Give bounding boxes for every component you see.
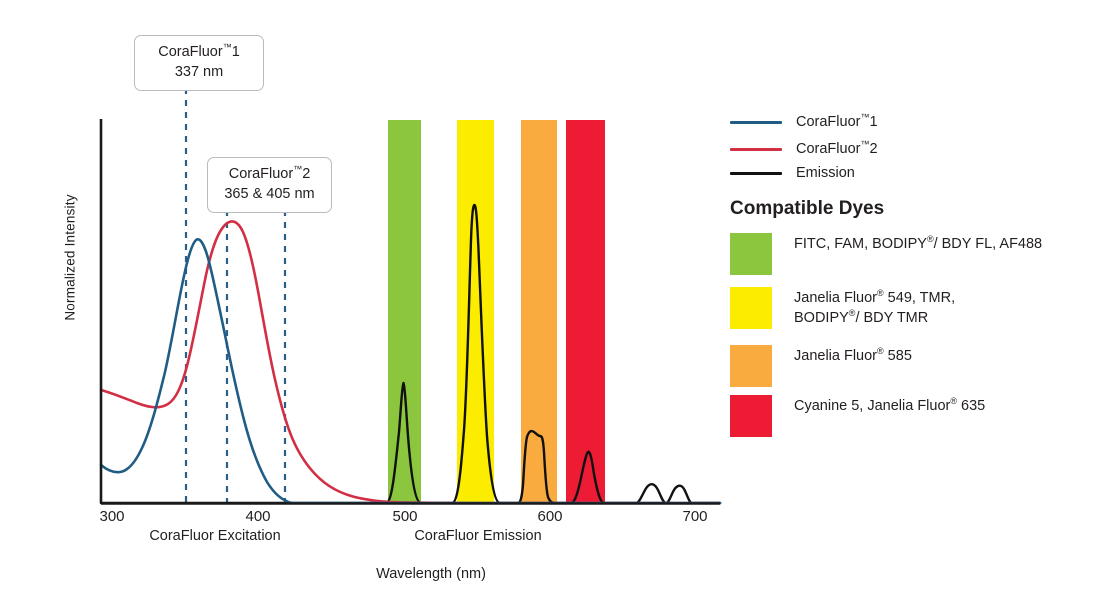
legend-item-coraflour2: CoraFluor™2 <box>730 139 878 157</box>
legend-panel: CoraFluor™1 CoraFluor™2 Emission Compati… <box>730 0 1110 612</box>
callout-coraflour2-line2: 365 & 405 nm <box>224 185 315 202</box>
legend-label-coraflour2-text: CoraFluor <box>796 141 861 157</box>
dye-label-orange-a: Janelia Fluor <box>794 348 878 364</box>
callout-coraflour2-name: CoraFluor <box>228 166 294 182</box>
dye-label-yellow-a: Janelia Fluor <box>794 290 878 306</box>
registered-icon: ® <box>926 234 934 245</box>
registered-icon: ® <box>848 307 856 318</box>
dye-label-green: FITC, FAM, BODIPY®/ BDY FL, AF488 <box>794 233 1042 255</box>
registered-icon: ® <box>877 346 884 357</box>
chart-area: Normalized Intensity 300 400 500 600 700… <box>62 35 722 582</box>
dye-item-yellow: Janelia Fluor® 549, TMR, BODIPY®/ BDY TM… <box>730 287 955 329</box>
dye-label-red-b: 635 <box>957 398 986 414</box>
dye-band-green <box>388 120 421 503</box>
dye-swatch-red <box>730 395 772 437</box>
callout-coraflour2-index: 2 <box>302 166 311 182</box>
x-tick-400: 400 <box>245 508 271 525</box>
dye-label-green-a: FITC, FAM, BODIPY <box>794 236 927 252</box>
dye-label-yellow-b: 549, TMR, <box>883 290 956 306</box>
dye-label-green-b: / BDY FL, AF488 <box>933 236 1043 252</box>
legend-line-icon-coraflour2 <box>730 147 782 151</box>
trademark-icon: ™ <box>293 164 303 175</box>
x-tick-600: 600 <box>537 508 563 525</box>
dye-item-red: Cyanine 5, Janelia Fluor® 635 <box>730 395 985 437</box>
legend-label-coraflour1: CoraFluor™1 <box>796 112 878 130</box>
callout-coraflour1: CoraFluor™1 337 nm <box>134 35 264 92</box>
coraflour2-excitation-curve <box>99 220 722 505</box>
registered-icon: ® <box>877 288 884 299</box>
x-axis-title: Wavelength (nm) <box>376 566 486 582</box>
dye-label-orange: Janelia Fluor® 585 <box>794 345 912 367</box>
trademark-icon: ™ <box>860 139 870 150</box>
legend-item-coraflour1: CoraFluor™1 <box>730 112 878 130</box>
spectra-plot <box>99 88 722 505</box>
x-tick-500: 500 <box>392 508 418 525</box>
dye-label-red-a: Cyanine 5, Janelia Fluor <box>794 398 951 414</box>
callout-coraflour2: CoraFluor™2 365 & 405 nm <box>207 157 332 214</box>
dye-band-red <box>566 120 605 503</box>
emission-range-label: CoraFluor Emission <box>414 528 542 544</box>
trademark-icon: ™ <box>860 112 870 123</box>
dye-label-red: Cyanine 5, Janelia Fluor® 635 <box>794 395 985 417</box>
dye-swatch-orange <box>730 345 772 387</box>
registered-icon: ® <box>950 396 958 407</box>
callout-coraflour1-line1: CoraFluor™1 <box>147 43 251 63</box>
legend-label-emission: Emission <box>796 165 855 181</box>
legend-label-coraflour2: CoraFluor™2 <box>796 139 878 157</box>
trademark-icon: ™ <box>222 42 232 53</box>
dye-swatch-yellow <box>730 287 772 329</box>
x-tick-700: 700 <box>682 508 708 525</box>
legend-label-coraflour1-index: 1 <box>869 114 878 130</box>
callout-coraflour1-line2: 337 nm <box>174 63 224 80</box>
dye-label-yellow-d: / BDY TMR <box>855 309 929 326</box>
callout-coraflour1-index: 1 <box>231 44 240 60</box>
coraflour1-excitation-curve <box>99 238 722 505</box>
callout-coraflour2-line1: CoraFluor™2 <box>220 165 319 185</box>
dye-label-yellow: Janelia Fluor® 549, TMR, BODIPY®/ BDY TM… <box>794 287 955 328</box>
y-axis-label: Normalized Intensity <box>62 194 78 321</box>
legend-line-icon-emission <box>730 171 782 175</box>
x-tick-300: 300 <box>99 508 125 525</box>
dye-label-yellow-c: BODIPY <box>794 309 849 326</box>
marker-line-group <box>184 88 287 503</box>
excitation-range-label: CoraFluor Excitation <box>149 528 281 544</box>
legend-line-icon-coraflour1 <box>730 120 782 124</box>
legend-label-coraflour1-text: CoraFluor <box>796 114 861 130</box>
dye-item-orange: Janelia Fluor® 585 <box>730 345 912 387</box>
emission-curve <box>99 203 722 505</box>
dye-band-group <box>388 120 605 503</box>
dye-swatch-green <box>730 233 772 275</box>
dye-item-green: FITC, FAM, BODIPY®/ BDY FL, AF488 <box>730 233 1042 275</box>
compatible-dyes-heading: Compatible Dyes <box>730 198 885 219</box>
legend-item-emission: Emission <box>730 165 855 181</box>
dye-label-orange-b: 585 <box>883 348 912 364</box>
callout-coraflour1-name: CoraFluor <box>158 44 223 60</box>
legend-label-coraflour2-index: 2 <box>869 141 878 157</box>
